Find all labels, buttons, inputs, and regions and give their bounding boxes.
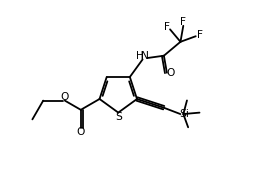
Text: S: S [115, 112, 122, 122]
Text: O: O [61, 92, 69, 102]
Text: F: F [164, 22, 170, 32]
Text: N: N [141, 51, 149, 61]
Text: F: F [180, 17, 186, 27]
Text: F: F [197, 30, 203, 40]
Text: Si: Si [179, 109, 189, 119]
Text: O: O [167, 68, 175, 78]
Text: O: O [77, 127, 85, 137]
Text: H: H [136, 51, 144, 61]
